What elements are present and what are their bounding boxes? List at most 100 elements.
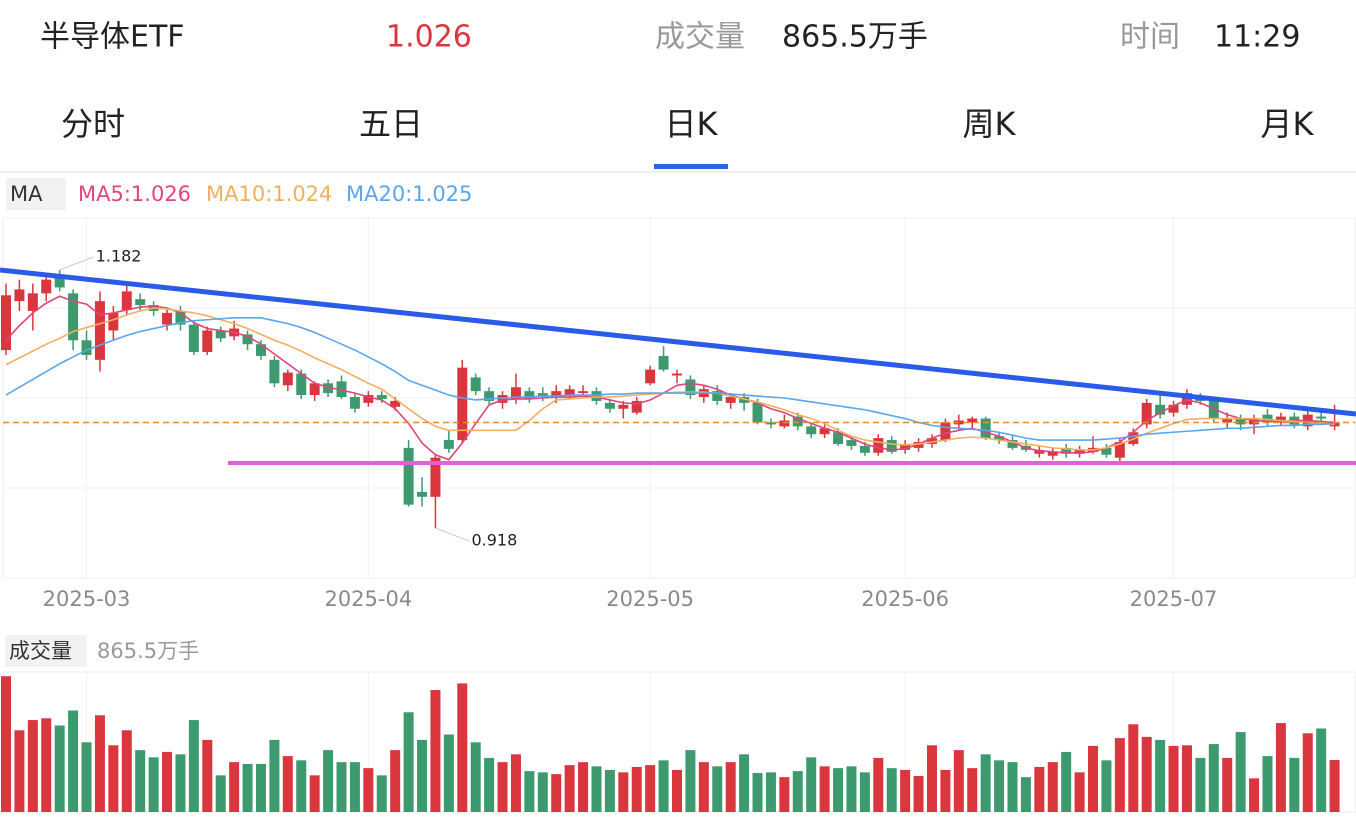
volume-bar [551,774,562,812]
candle-body [403,447,414,505]
candle-body [846,440,857,446]
volume-bar [658,760,669,812]
volume-bar [484,757,495,812]
volume-bars: 成交量 865.5万手 [1,635,1340,812]
volume-bar [255,763,266,812]
volume-bar [1007,762,1018,812]
legend-entry: MA10:1.024 [206,182,332,206]
volume-bar [524,771,535,812]
candle-body [551,391,562,398]
candle-body [14,289,25,302]
ma-legend: MA MA5:1.026 MA10:1.024 MA20:1.025 [6,178,472,210]
candle-body [510,387,521,399]
candle-body [470,377,481,392]
candle-body [1249,418,1260,425]
candle-body [282,372,293,386]
volume-bar [363,768,374,812]
volume-bar [591,766,602,812]
volume-bar [1235,732,1246,812]
volume-bar [1168,745,1179,812]
volume-bar [470,742,481,812]
x-tick-label: 2025-07 [1130,587,1218,611]
candle-body [1047,451,1058,456]
candle-body [859,445,870,453]
candle-body [1275,416,1286,423]
volume-title-box [5,635,87,667]
volume-bar [457,683,468,812]
volume-bar [1195,757,1206,812]
candle-body [296,373,307,396]
volume-bar [940,769,951,812]
candle-body [1007,440,1018,448]
tab[interactable]: 日K [665,105,719,143]
volume-bar [806,757,817,812]
volume-bar [135,750,146,812]
volume-bar [323,750,334,812]
candle-body [631,400,642,413]
tab[interactable]: 分时 [61,105,125,143]
volume-bar [1074,772,1085,812]
candle-body [765,422,776,425]
volume-bar [1329,759,1340,812]
candle-body [68,293,79,341]
tab[interactable]: 五日 [359,105,423,143]
trend-line [0,267,1356,417]
candle-body [1074,449,1085,454]
volume-bar [604,769,615,812]
volume-bar [1222,757,1233,812]
candle-body [806,426,817,435]
volume-bar [403,712,414,812]
volume-bar [833,768,844,812]
x-tick-label: 2025-04 [324,587,412,611]
candle-body [1128,432,1139,444]
candle-body [980,418,991,439]
candle-body [873,438,884,453]
candle-body [121,291,132,310]
volume-bar [296,760,307,812]
high-label: 1.182 [96,246,142,265]
legend-entry: MA20:1.025 [346,182,472,206]
volume-bar [685,750,696,812]
candle-body [363,395,374,403]
volume-bar [1208,744,1219,812]
candle-body [1235,418,1246,425]
volume-bar [188,720,199,812]
candle-body [792,416,803,427]
candle-body [1061,447,1072,454]
legend-entry: MA5:1.026 [78,182,191,206]
volume-bar [148,757,159,812]
volume-bar [698,762,709,812]
candle-body [430,457,441,497]
volume-bar [27,720,38,812]
x-tick-label: 2025-06 [861,587,949,611]
candle-body [900,443,911,450]
candle-body [645,369,656,384]
volume-bar [1128,724,1139,812]
volume-bar [215,775,226,812]
candle-body [255,344,266,356]
x-tick-label: 2025-03 [43,587,131,611]
candle-body [685,379,696,396]
volume-bar [309,775,320,812]
candle-body [604,402,615,409]
volume-bar [672,769,682,812]
candle-body [1208,400,1219,419]
tab[interactable]: 月K [1261,105,1315,143]
volume-bar [886,768,897,812]
volume-bar [1141,736,1152,812]
volume-bar [1034,766,1045,812]
candle-body [658,355,669,370]
annotations: 1.182 0.918 [3,246,1355,550]
candle-body [1114,442,1125,458]
candle-body [926,438,937,444]
candle-body [497,395,508,403]
volume-bar [1302,733,1313,812]
volume-bar [1262,756,1273,812]
volume-bar [926,745,937,812]
tab[interactable]: 周K [963,105,1017,143]
volume-bar [1155,739,1166,812]
candle-body [725,397,736,403]
high-pointer [59,256,94,271]
